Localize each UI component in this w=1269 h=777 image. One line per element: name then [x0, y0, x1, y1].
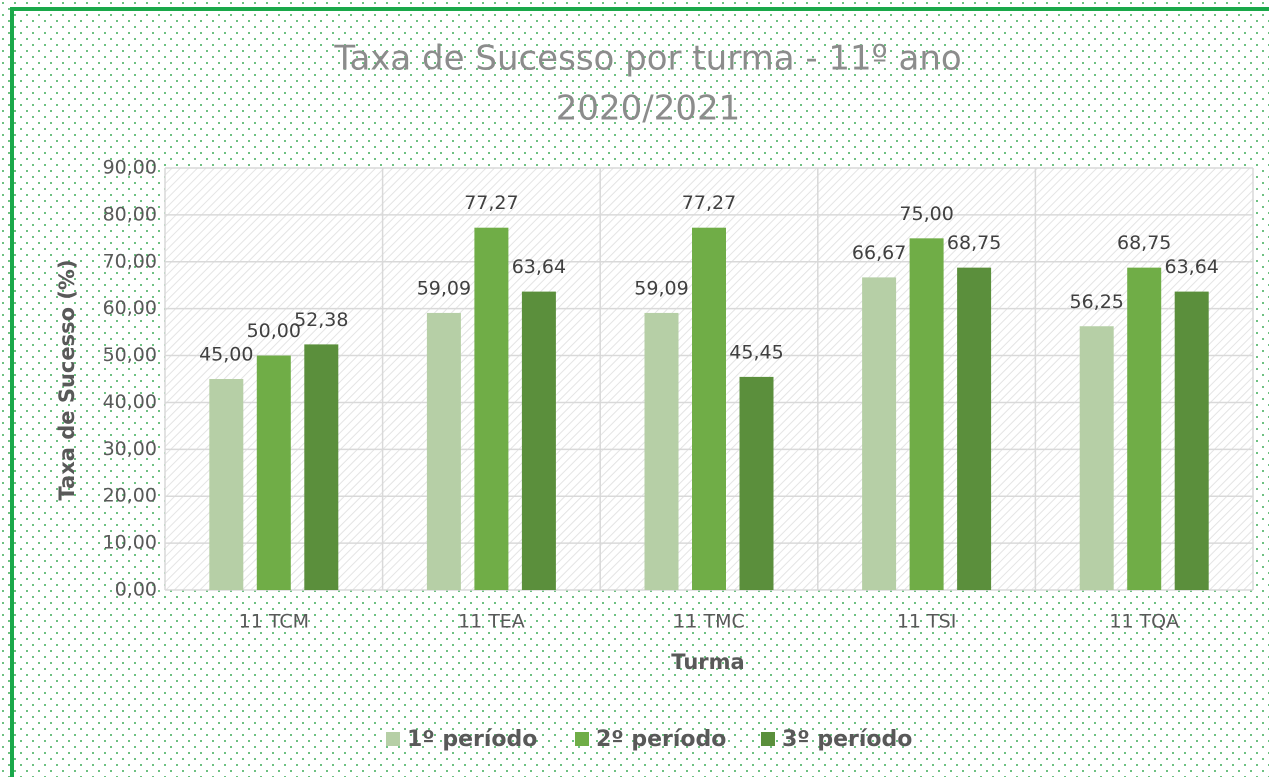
bar: [1174, 291, 1209, 590]
data-label: 59,09: [634, 277, 688, 299]
y-tick-label: 40,00: [103, 391, 157, 413]
chart-title: 2020/2021: [556, 89, 741, 129]
y-tick-label: 50,00: [103, 344, 157, 366]
y-tick-label: 60,00: [103, 297, 157, 319]
data-label: 63,64: [512, 256, 566, 278]
data-label: 45,00: [199, 344, 253, 366]
y-tick-label: 80,00: [103, 203, 157, 225]
data-label: 59,09: [417, 277, 471, 299]
bar: [1079, 326, 1114, 590]
x-tick-label: 11 TCM: [239, 611, 309, 633]
bar: [909, 238, 944, 591]
y-tick-label: 70,00: [103, 250, 157, 272]
y-tick-label: 90,00: [103, 157, 157, 179]
bar: [521, 291, 556, 590]
data-label: 63,64: [1164, 256, 1218, 278]
bar: [644, 312, 679, 590]
bar: [426, 312, 461, 590]
legend-label: 1º período: [407, 727, 537, 752]
data-label: 66,67: [852, 242, 906, 264]
x-axis-label: Turma: [671, 650, 744, 674]
legend-label: 3º período: [782, 727, 912, 752]
bar: [739, 376, 774, 590]
data-label: 52,38: [294, 309, 348, 331]
data-label: 68,75: [1117, 232, 1171, 254]
bar: [256, 355, 291, 590]
bar: [692, 227, 726, 590]
bar: [862, 277, 897, 590]
y-tick-label: 10,00: [103, 532, 157, 554]
bar: [1127, 267, 1162, 590]
x-tick-label: 11 TEA: [458, 611, 525, 633]
data-label: 68,75: [947, 232, 1001, 254]
y-tick-label: 20,00: [103, 485, 157, 507]
legend-swatch: [386, 732, 400, 746]
y-axis-label: Taxa de Sucesso (%): [55, 259, 79, 500]
x-tick-label: 11 TSI: [897, 611, 957, 633]
bar: [209, 379, 244, 590]
data-label: 75,00: [899, 203, 953, 225]
legend-swatch: [761, 732, 775, 746]
data-label: 50,00: [247, 320, 301, 342]
y-tick-label: 30,00: [103, 438, 157, 460]
data-label: 45,45: [729, 341, 783, 363]
x-tick-label: 11 TQA: [1109, 611, 1179, 633]
y-tick-label: 0,00: [115, 579, 157, 601]
chart-title: Taxa de Sucesso por turma - 11º ano: [333, 39, 961, 79]
bar: [474, 227, 509, 590]
data-label: 77,27: [682, 192, 736, 214]
legend-swatch: [575, 732, 589, 746]
data-label: 56,25: [1069, 291, 1123, 313]
legend-label: 2º período: [596, 727, 726, 752]
frame-border: [10, 7, 1269, 777]
bar: [304, 344, 339, 590]
bar: [957, 267, 992, 590]
x-tick-label: 11 TMC: [673, 611, 744, 633]
data-label: 77,27: [464, 192, 518, 214]
